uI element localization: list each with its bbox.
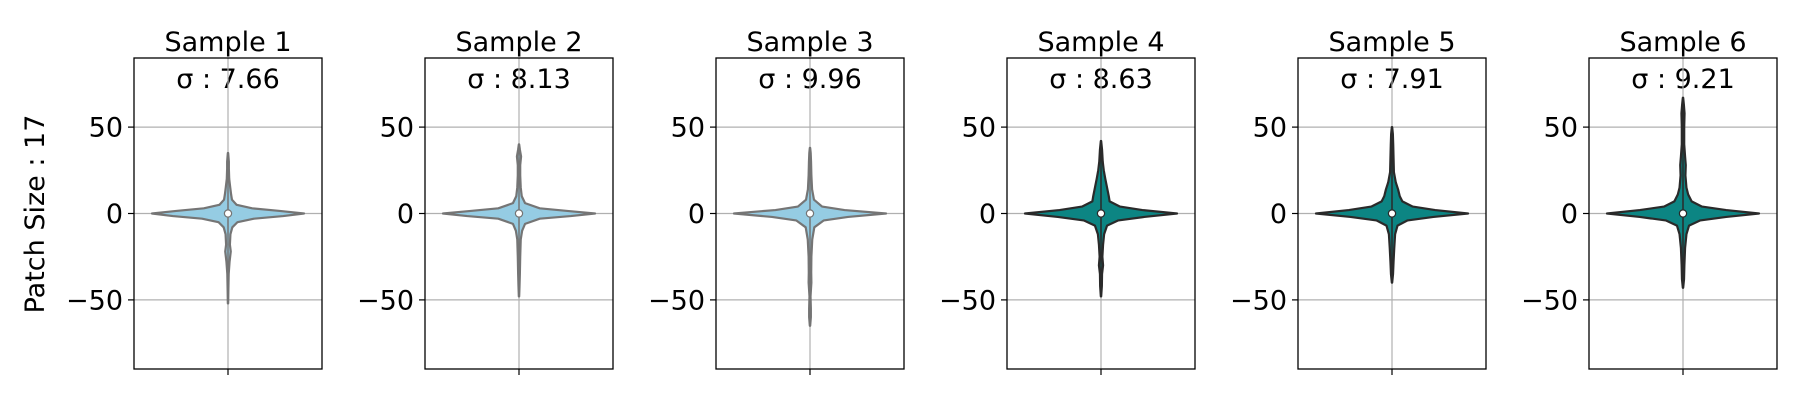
panel-title: Sample 2 — [456, 27, 583, 58]
y-tick-label: 0 — [397, 199, 414, 230]
y-tick-label: −50 — [648, 285, 705, 316]
y-tick-label: 0 — [1561, 199, 1578, 230]
y-tick-label: 0 — [979, 199, 996, 230]
y-tick-label: 0 — [688, 199, 705, 230]
y-tick-label: 50 — [962, 113, 996, 144]
median-point — [223, 209, 233, 218]
y-tick-label: −50 — [1521, 285, 1578, 316]
y-tick-label: 50 — [671, 113, 705, 144]
y-tick-label: −50 — [357, 285, 414, 316]
y-tick-label: 50 — [1253, 113, 1287, 144]
y-tick-label: 50 — [380, 113, 414, 144]
y-tick-label: −50 — [939, 285, 996, 316]
panel-title: Sample 3 — [747, 27, 874, 58]
panel-title: Sample 6 — [1620, 27, 1747, 58]
y-tick-label: 0 — [106, 199, 123, 230]
y-tick-label: 0 — [1270, 199, 1287, 230]
median-point — [514, 209, 524, 218]
y-tick-label: −50 — [66, 285, 123, 316]
median-point — [805, 209, 815, 218]
panel-title: Sample 4 — [1038, 27, 1165, 58]
y-tick-label: 50 — [1544, 113, 1578, 144]
median-point — [1096, 209, 1106, 218]
y-axis-label: Patch Size : 17 — [20, 115, 51, 314]
y-tick-label: −50 — [1230, 285, 1287, 316]
panel-title: Sample 1 — [165, 27, 292, 58]
panel-title: Sample 5 — [1329, 27, 1456, 58]
median-point — [1678, 209, 1688, 218]
median-point — [1387, 209, 1397, 218]
y-tick-label: 50 — [89, 113, 123, 144]
